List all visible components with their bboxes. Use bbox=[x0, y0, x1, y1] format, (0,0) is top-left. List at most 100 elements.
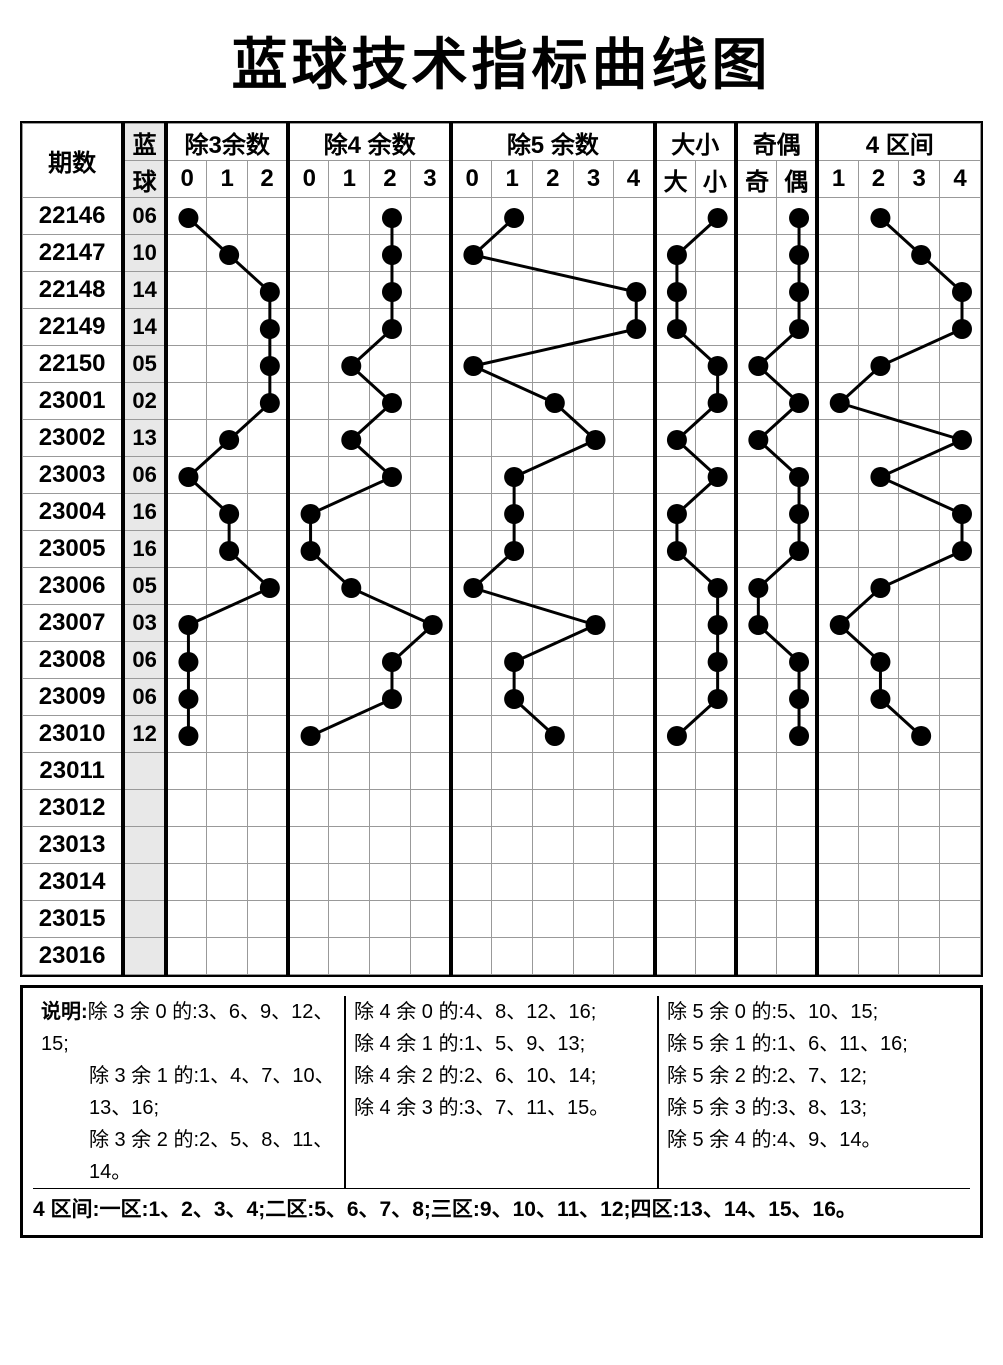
table-cell bbox=[777, 346, 818, 383]
table-cell bbox=[370, 753, 411, 790]
table-cell bbox=[532, 753, 573, 790]
table-cell bbox=[370, 642, 411, 679]
table-cell bbox=[736, 938, 777, 975]
table-cell bbox=[817, 272, 858, 309]
table-cell bbox=[573, 531, 614, 568]
table-cell bbox=[695, 346, 736, 383]
table-cell bbox=[940, 420, 981, 457]
table-cell: 23004 bbox=[23, 494, 124, 531]
table-cell bbox=[573, 642, 614, 679]
table-cell bbox=[166, 457, 207, 494]
table-cell bbox=[492, 494, 533, 531]
column-header: 奇偶 bbox=[736, 124, 817, 161]
table-cell bbox=[899, 235, 940, 272]
column-header: 4 bbox=[614, 161, 655, 198]
table-cell bbox=[492, 827, 533, 864]
column-header: 0 bbox=[288, 161, 329, 198]
legend-col-1: 说明:除 3 余 0 的:3、6、9、12、15; 除 3 余 1 的:1、4、… bbox=[33, 996, 344, 1188]
table-cell bbox=[655, 901, 696, 938]
table-row: 2300213 bbox=[23, 420, 981, 457]
table-row: 2214606 bbox=[23, 198, 981, 235]
column-header: 期数 bbox=[23, 124, 124, 198]
table-cell bbox=[166, 605, 207, 642]
table-cell bbox=[166, 272, 207, 309]
table-cell bbox=[858, 938, 899, 975]
table-cell bbox=[207, 716, 248, 753]
table-cell bbox=[207, 457, 248, 494]
table-cell bbox=[166, 716, 207, 753]
table-cell: 23016 bbox=[23, 938, 124, 975]
table-row: 23016 bbox=[23, 938, 981, 975]
table-cell bbox=[614, 346, 655, 383]
table-cell bbox=[451, 383, 492, 420]
table-cell bbox=[207, 235, 248, 272]
table-cell bbox=[858, 827, 899, 864]
table-cell bbox=[940, 790, 981, 827]
table-cell bbox=[288, 457, 329, 494]
table-cell bbox=[777, 420, 818, 457]
table-cell: 23006 bbox=[23, 568, 124, 605]
table-cell bbox=[695, 457, 736, 494]
table-cell bbox=[777, 457, 818, 494]
table-cell bbox=[940, 605, 981, 642]
table-row: 2300906 bbox=[23, 679, 981, 716]
table-cell bbox=[573, 827, 614, 864]
table-cell bbox=[940, 679, 981, 716]
table-cell bbox=[329, 309, 370, 346]
legend-line: 除 5 余 1 的:1、6、11、16; bbox=[667, 1028, 962, 1060]
table-cell bbox=[451, 198, 492, 235]
table-cell bbox=[492, 235, 533, 272]
table-cell bbox=[532, 864, 573, 901]
table-cell bbox=[492, 716, 533, 753]
table-cell bbox=[451, 309, 492, 346]
table-cell bbox=[288, 235, 329, 272]
table-cell bbox=[288, 679, 329, 716]
table-cell bbox=[410, 457, 451, 494]
table-cell bbox=[777, 753, 818, 790]
table-row: 23011 bbox=[23, 753, 981, 790]
table-cell: 23008 bbox=[23, 642, 124, 679]
table-cell bbox=[492, 642, 533, 679]
table-cell bbox=[614, 235, 655, 272]
table-cell bbox=[777, 531, 818, 568]
table-cell bbox=[614, 864, 655, 901]
table-cell bbox=[573, 605, 614, 642]
table-cell bbox=[247, 457, 288, 494]
legend-box: 说明:除 3 余 0 的:3、6、9、12、15; 除 3 余 1 的:1、4、… bbox=[20, 985, 983, 1238]
table-cell bbox=[777, 605, 818, 642]
table-cell bbox=[655, 827, 696, 864]
table-cell bbox=[451, 679, 492, 716]
table-cell bbox=[370, 272, 411, 309]
table-cell bbox=[370, 605, 411, 642]
table-cell bbox=[573, 383, 614, 420]
table-cell bbox=[410, 346, 451, 383]
table-cell: 16 bbox=[123, 531, 166, 568]
table-cell bbox=[329, 346, 370, 383]
table-cell bbox=[329, 494, 370, 531]
table-cell bbox=[614, 753, 655, 790]
table-cell bbox=[736, 457, 777, 494]
table-cell: 22146 bbox=[23, 198, 124, 235]
table-cell bbox=[288, 864, 329, 901]
table-cell bbox=[329, 642, 370, 679]
table-cell bbox=[695, 272, 736, 309]
table-cell bbox=[532, 531, 573, 568]
table-cell bbox=[247, 198, 288, 235]
table-cell bbox=[899, 531, 940, 568]
table-cell bbox=[410, 272, 451, 309]
table-cell bbox=[817, 568, 858, 605]
table-cell bbox=[573, 309, 614, 346]
table-cell bbox=[451, 938, 492, 975]
table-cell bbox=[451, 864, 492, 901]
table-cell bbox=[777, 938, 818, 975]
table-cell bbox=[817, 827, 858, 864]
table-cell bbox=[207, 901, 248, 938]
table-cell: 23005 bbox=[23, 531, 124, 568]
legend-bottom: 4 区间:一区:1、2、3、4;二区:5、6、7、8;三区:9、10、11、12… bbox=[33, 1188, 970, 1227]
table-cell bbox=[123, 827, 166, 864]
table-cell bbox=[247, 420, 288, 457]
table-cell bbox=[899, 198, 940, 235]
table-cell bbox=[370, 901, 411, 938]
table-cell bbox=[655, 420, 696, 457]
table-cell bbox=[858, 420, 899, 457]
